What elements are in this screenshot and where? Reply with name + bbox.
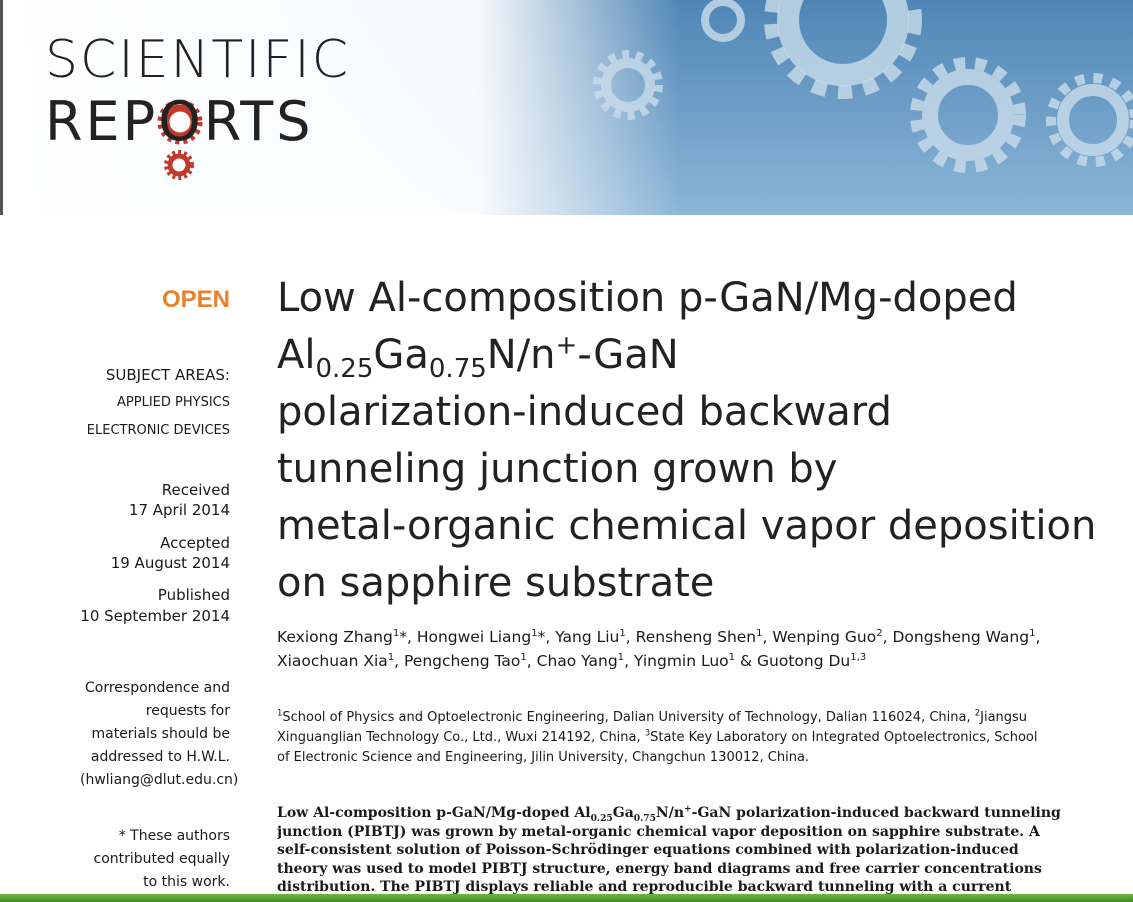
text: State Key Laboratory on Integrated Optoe… (277, 730, 1038, 765)
text: , Pengcheng Tao (394, 652, 521, 670)
text: , Wenping Guo (762, 628, 877, 646)
author-list: Kexiong Zhang1*, Hongwei Liang1*, Yang L… (277, 625, 1057, 673)
abstract: Low Al-composition p-GaN/Mg-doped Al0.25… (277, 804, 1067, 895)
date-label: Accepted (160, 534, 230, 552)
title-subscript: 0.25 (315, 354, 374, 384)
text: N/n (655, 805, 685, 821)
text: School of Physics and Optoelectronic Eng… (282, 710, 975, 725)
logo-bottom: REPORTS (45, 90, 314, 153)
title-text: polarization-induced backward (277, 389, 892, 435)
title-text: -GaN (577, 332, 679, 378)
title-text: on sapphire substrate (277, 560, 715, 606)
script-sup: 1 (387, 651, 395, 663)
script-sup: 1 (277, 707, 283, 718)
text: Ga (612, 805, 634, 821)
equal-contribution: * These authors contributed equally to t… (93, 828, 231, 890)
date: 17 April 2014 (128, 501, 230, 519)
text: Low Al-composition p-GaN/Mg-doped Al (277, 805, 591, 821)
text: , Dongsheng Wang (882, 628, 1030, 646)
open-access: OPEN (161, 286, 230, 313)
date: 19 August 2014 (110, 554, 230, 572)
correspondence: Correspondence and requests for material… (80, 680, 239, 788)
taskbar (0, 894, 1133, 902)
article-title: Low Al-composition p-GaN/Mg-doped Al0.25G… (277, 270, 1096, 612)
script-sub: 0.75 (633, 812, 656, 824)
text: , Yingmin Luo (624, 652, 729, 670)
script-sup: 2 (876, 627, 883, 639)
subject: APPLIED PHYSICS (117, 395, 230, 410)
subject: ELECTRONIC DEVICES (86, 423, 230, 438)
script-sup: 1,3 (850, 651, 867, 663)
script-sub: 0.25 (590, 812, 613, 824)
subject-heading: SUBJECT AREAS: (105, 366, 230, 384)
script-sup: 1 (520, 651, 527, 663)
text: , Chao Yang (526, 652, 618, 670)
title-subscript: 0.75 (428, 354, 487, 384)
script-sup: 1 (728, 651, 736, 663)
banner-art (3, 0, 1133, 215)
text: Jiangsu Xinguanglian Technology Co., Ltd… (277, 710, 1028, 745)
text: Kexiong Zhang (277, 628, 393, 646)
journal-banner: SCIENTIFIC REPORTS (0, 0, 1133, 215)
script-sup: 1 (1029, 627, 1036, 639)
logo-top: SCIENTIFIC (45, 30, 351, 90)
script-sup: 1 (617, 651, 625, 663)
date: 10 September 2014 (80, 607, 230, 625)
text: -GaN polarization-induced backward tunne… (277, 805, 1061, 895)
title-text: Ga (373, 332, 429, 378)
title-text: metal-organic chemical vapor deposition (277, 503, 1097, 549)
affiliations: 1School of Physics and Optoelectronic En… (277, 708, 1047, 768)
title-text: Al (277, 332, 316, 378)
text: , Rensheng Shen (625, 628, 757, 646)
script-sup: 1 (756, 627, 763, 639)
text: *, Yang Liu (537, 628, 620, 646)
title-text: Low Al-composition p-GaN/Mg-doped (277, 275, 1018, 321)
text: , Xiaochuan Xia (277, 628, 1041, 670)
text: & Guotong Du (735, 652, 851, 670)
title-superscript: + (555, 330, 578, 361)
script-sup: + (684, 804, 692, 815)
script-sup: 3 (644, 727, 651, 738)
title-text: N/n (486, 332, 556, 378)
script-sup: 1 (531, 627, 538, 639)
date-label: Published (157, 586, 230, 604)
script-sup: 1 (392, 627, 400, 639)
script-sup: 2 (974, 707, 981, 718)
date-label: Received (161, 481, 230, 499)
script-sup: 1 (619, 627, 626, 639)
title-text: tunneling junction grown by (277, 446, 838, 492)
text: *, Hongwei Liang (399, 628, 532, 646)
